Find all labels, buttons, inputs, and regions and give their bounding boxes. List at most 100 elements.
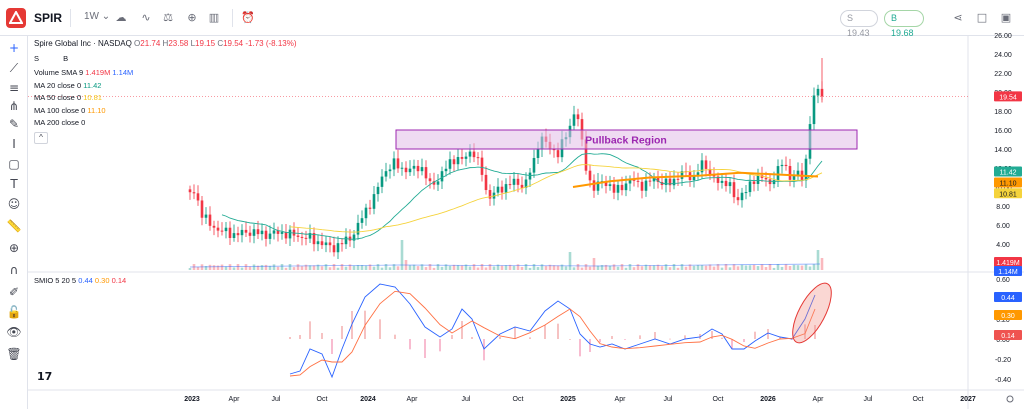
volume-bar: [204, 266, 208, 270]
candle-body: [476, 157, 480, 159]
brush-icon[interactable]: ✎: [8, 117, 20, 131]
volume-bar: [680, 264, 684, 270]
lock-icon[interactable]: 🔓: [6, 305, 22, 319]
ma200-label[interactable]: MA 200 close 0: [34, 118, 86, 127]
volume-bar: [388, 267, 392, 270]
collapse-legend-button[interactable]: ^: [34, 131, 48, 144]
smio-hist-bar: [394, 334, 396, 339]
volume-sma-tag-bg: [994, 266, 1022, 276]
smio-axis-tick: 0.60: [996, 277, 1010, 284]
stay-drawing-icon[interactable]: ✐: [8, 285, 20, 299]
candle-body: [400, 167, 404, 169]
volume-bar: [812, 264, 816, 270]
volume-bar: [588, 266, 592, 270]
volume-bar: [720, 267, 724, 270]
sell-button[interactable]: S 19.43: [840, 10, 878, 38]
candle-body: [284, 232, 288, 239]
volume-bar: [540, 264, 544, 270]
volume-bar: [348, 264, 352, 270]
volume-bar: [524, 264, 528, 270]
candle-body: [448, 159, 452, 169]
buy-button[interactable]: B 19.68: [884, 10, 924, 38]
fib-icon[interactable]: ≡: [8, 81, 20, 95]
ma20-value: 11.42: [83, 80, 102, 90]
smio-hist-bar: [654, 332, 656, 339]
smio-axis-tick: 0.00: [996, 337, 1010, 344]
volume-bar: [256, 265, 260, 270]
magnet-icon[interactable]: ∩: [9, 263, 19, 277]
volume-bar: [380, 267, 384, 270]
candle-body: [424, 167, 428, 179]
crosshair-icon[interactable]: +: [8, 41, 20, 55]
smio-tag-2: 0.30: [1001, 313, 1015, 320]
volume-bar: [752, 264, 756, 270]
emoji-icon[interactable]: ☺: [7, 197, 21, 211]
indicators-icon[interactable]: ⚖: [163, 11, 173, 24]
volume-bar: [452, 264, 456, 270]
volume-bar: [296, 264, 300, 270]
ma20-label[interactable]: MA 20 close 0: [34, 80, 82, 90]
smio-hist-bar: [309, 321, 311, 339]
volume-bar: [308, 265, 312, 270]
pitchfork-icon[interactable]: ⋔: [8, 99, 20, 113]
camera-icon[interactable]: ▣: [1000, 11, 1012, 24]
time-axis-tick: Apr: [615, 396, 627, 403]
price-axis-tick: 6.00: [996, 223, 1010, 230]
app-logo[interactable]: [6, 8, 26, 28]
candle-body: [584, 139, 588, 171]
candle-body: [304, 237, 308, 239]
candle-body: [436, 181, 440, 185]
volume-bar: [732, 264, 736, 270]
compare-icon[interactable]: ⊕: [187, 11, 197, 24]
ma100-label[interactable]: MA 100 close 0: [34, 105, 86, 115]
candle-body: [368, 207, 372, 209]
symbol-search[interactable]: SPIR: [34, 11, 63, 25]
volume-bar: [476, 267, 480, 270]
buy-label[interactable]: B: [63, 53, 69, 63]
share-icon[interactable]: ⋖: [953, 11, 963, 24]
candle-body: [396, 158, 400, 169]
candle-body: [208, 214, 212, 226]
eye-icon[interactable]: 👁: [6, 325, 22, 339]
ma50-tag: 10.81: [999, 191, 1017, 198]
ruler-icon[interactable]: 📏: [6, 219, 22, 233]
smio-hist-bar: [439, 339, 441, 352]
candle-body: [524, 179, 528, 188]
candle-body: [780, 164, 784, 167]
volume-tag-bg: [994, 257, 1022, 267]
volume-bar: [216, 265, 220, 270]
interval-select[interactable]: 1W ⌄: [84, 11, 111, 22]
candle-body: [520, 184, 524, 188]
volume-sma-tag: 1.14M: [998, 269, 1018, 276]
text-icon[interactable]: T: [10, 177, 18, 191]
sell-label[interactable]: S: [34, 53, 40, 63]
measure-icon[interactable]: I: [12, 137, 16, 151]
price-axis-tick: 18.00: [994, 109, 1012, 116]
zoom-icon[interactable]: ⊕: [8, 241, 20, 255]
alert-icon[interactable]: ⏰: [241, 11, 255, 24]
smio-label[interactable]: SMIO 5 20 5: [34, 276, 77, 285]
volume-bar: [208, 264, 212, 270]
volume-bar: [736, 266, 740, 270]
candle-body: [664, 178, 668, 186]
shapes-icon[interactable]: ▢: [8, 157, 20, 171]
volume-bar: [344, 266, 348, 270]
candle-type-icon[interactable]: ☁: [115, 11, 127, 24]
candle-body: [216, 227, 220, 231]
ma50-label[interactable]: MA 50 close 0: [34, 93, 82, 102]
fullscreen-icon[interactable]: □: [976, 11, 988, 24]
volume-bar: [352, 265, 356, 270]
trendline-icon[interactable]: ⟋: [9, 61, 19, 75]
bar-stats-icon[interactable]: ▥: [208, 11, 220, 24]
tradingview-logo[interactable]: 17: [37, 370, 53, 383]
candle-body: [500, 186, 504, 193]
volume-bar: [508, 264, 512, 270]
trash-icon[interactable]: 🗑: [6, 347, 22, 361]
volume-label[interactable]: Volume SMA 9: [34, 68, 84, 77]
candle-body: [616, 184, 620, 193]
chart-type-icon[interactable]: ∿: [141, 11, 151, 24]
candle-body: [460, 157, 464, 159]
volume-bar: [788, 265, 792, 270]
instrument-title[interactable]: Spire Global Inc · NASDAQ: [34, 39, 132, 48]
